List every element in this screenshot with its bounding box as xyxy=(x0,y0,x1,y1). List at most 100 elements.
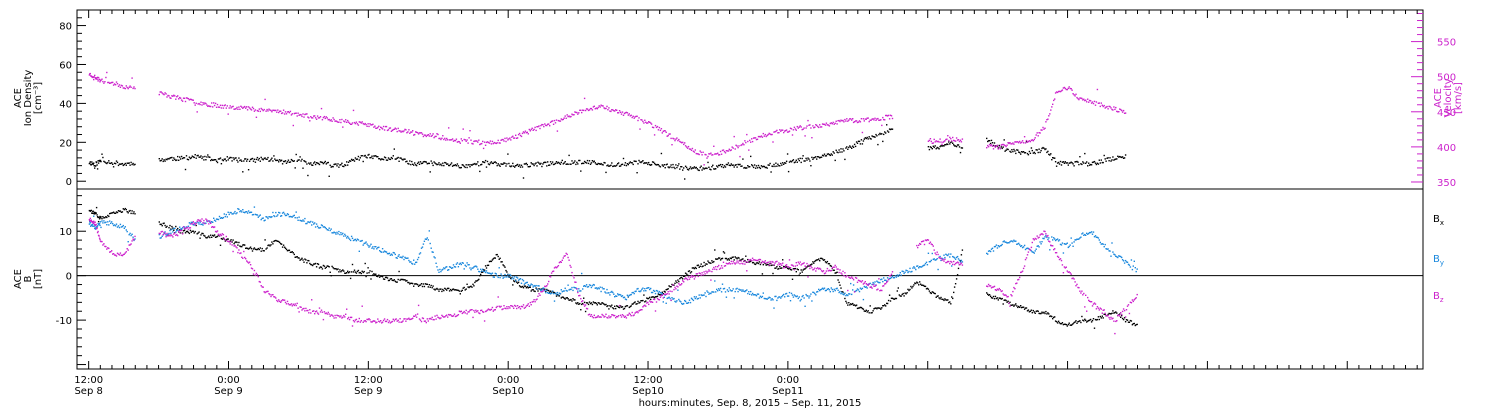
bx-series-point xyxy=(242,244,244,246)
by-series-point xyxy=(481,270,483,272)
velocity-series-point xyxy=(438,137,440,140)
velocity-series-point xyxy=(763,135,765,137)
density-series-point xyxy=(97,162,100,164)
density-series-point xyxy=(836,151,838,153)
bx-series-point xyxy=(1129,319,1132,322)
bx-series-point xyxy=(898,294,900,296)
bx-series-point xyxy=(721,257,724,260)
bz-series-point xyxy=(159,233,161,235)
bz-series-point xyxy=(652,298,655,300)
by-series-point xyxy=(846,294,848,296)
by-series-point xyxy=(92,225,94,227)
bx-series-point xyxy=(726,259,729,261)
bx-series-point xyxy=(674,282,676,284)
by-series-point xyxy=(373,248,375,250)
by-series-point xyxy=(691,298,694,300)
by-series-point xyxy=(729,289,731,291)
by-series-point xyxy=(206,220,208,222)
density-series-point xyxy=(199,156,201,158)
density-series-point xyxy=(711,166,713,168)
bz-series-point xyxy=(210,222,212,224)
by-series-point xyxy=(922,264,925,267)
velocity-series-point xyxy=(653,134,656,136)
x-tick-time: 0:00 xyxy=(497,375,519,386)
velocity-series-point xyxy=(351,122,354,124)
velocity-series-point xyxy=(461,140,463,142)
by-series-point xyxy=(260,218,262,221)
bz-series-point xyxy=(646,302,648,304)
by-series-point xyxy=(109,220,111,222)
velocity-series-point xyxy=(1092,102,1095,105)
bz-series-point xyxy=(98,235,100,237)
bz-series-point xyxy=(234,244,236,247)
by-series-point xyxy=(1100,243,1102,245)
bx-series-point xyxy=(949,301,951,303)
bx-series-point xyxy=(165,226,167,228)
density-series-point xyxy=(861,143,864,145)
bx-series-point xyxy=(688,270,691,272)
by-series-point xyxy=(94,227,96,229)
bx-series-point xyxy=(567,298,569,300)
bx-series-point xyxy=(350,271,353,273)
by-series-point xyxy=(931,252,933,255)
bz-series-point xyxy=(455,315,458,317)
bx-series-point xyxy=(195,224,197,227)
by-series-point xyxy=(454,266,457,268)
bx-series-point xyxy=(214,236,217,238)
density-series-point xyxy=(304,160,306,163)
bx-series-point xyxy=(702,265,704,267)
velocity-series-point xyxy=(1119,108,1121,110)
by-series-point xyxy=(590,286,593,289)
density-series-point xyxy=(180,155,183,158)
bx-series-point xyxy=(1093,327,1096,329)
bx-series-point xyxy=(186,230,189,233)
bz-series-point xyxy=(578,295,580,297)
bx-series-point xyxy=(665,289,667,291)
density-series-point xyxy=(1048,153,1050,156)
bx-series-point xyxy=(886,302,889,305)
by-series-point xyxy=(739,289,741,291)
by-series-point xyxy=(717,290,719,292)
by-series-point xyxy=(949,256,951,258)
bx-series-point xyxy=(1051,315,1053,318)
by-series-point xyxy=(1035,248,1037,250)
by-series-point xyxy=(1079,237,1081,239)
velocity-series-point xyxy=(1107,108,1109,110)
bx-series-point xyxy=(711,260,713,262)
velocity-series-point xyxy=(531,127,533,129)
bz-series-point xyxy=(350,316,353,319)
density-series-point xyxy=(125,164,127,166)
by-series-point xyxy=(367,244,369,247)
velocity-series-point xyxy=(440,138,442,141)
density-series-point xyxy=(1012,150,1014,153)
density-series-point xyxy=(309,163,311,165)
by-series-point xyxy=(740,289,742,291)
bx-series-point xyxy=(954,283,957,285)
bx-series-point xyxy=(117,210,120,212)
by-series-point xyxy=(516,277,519,279)
velocity-series-point xyxy=(1033,138,1035,141)
bz-series-point xyxy=(229,243,231,245)
by-series-point xyxy=(429,242,431,245)
by-series-point xyxy=(1094,235,1097,237)
bx-series-point xyxy=(706,263,708,265)
velocity-series-point xyxy=(238,106,240,108)
by-series-point xyxy=(951,265,953,267)
bx-series-point xyxy=(481,271,483,273)
bx-series-point xyxy=(401,278,403,281)
velocity-series-point xyxy=(543,125,545,128)
density-series-point xyxy=(431,162,433,164)
by-series-point xyxy=(333,231,335,233)
density-series-point xyxy=(112,163,114,165)
velocity-series-point xyxy=(775,130,777,133)
density-series-point xyxy=(183,157,186,159)
by-series-point xyxy=(176,229,178,232)
bx-series-point xyxy=(391,279,393,281)
by-series-point xyxy=(115,223,118,225)
velocity-series-point xyxy=(118,84,121,86)
density-series-point xyxy=(674,167,676,170)
bx-series-point xyxy=(886,302,888,305)
bx-series-point xyxy=(856,307,859,310)
by-series-point xyxy=(807,295,809,297)
